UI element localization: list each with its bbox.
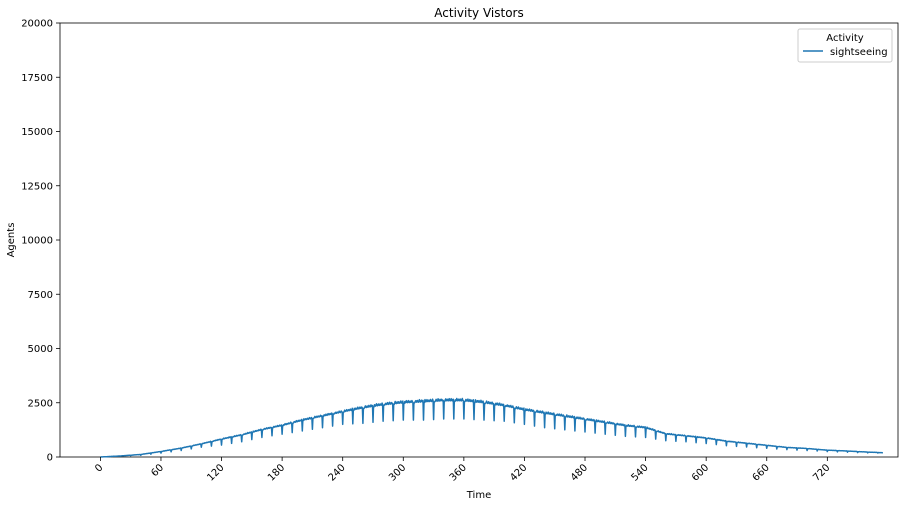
legend: Activity sightseeing [797, 28, 893, 63]
y-tick-label: 20000 [21, 19, 53, 30]
y-tick-label: 5000 [28, 344, 53, 355]
x-tick-label: 60 [149, 462, 166, 479]
x-tick-label: 720 [811, 462, 832, 483]
x-axis-label: Time [466, 490, 491, 501]
x-tick-label: 420 [508, 462, 529, 483]
series-layer [100, 397, 884, 458]
y-axis-ticks: 0 2500 5000 7500 10000 12500 15000 17500 20000 [21, 19, 60, 464]
x-tick-label: 360 [448, 462, 469, 483]
y-tick-label: 7500 [28, 290, 53, 301]
x-axis-ticks: 0 60 120 180 240 300 360 420 480 540 600 660 720 [93, 457, 832, 484]
x-tick-label: 660 [751, 462, 772, 483]
x-tick-label: 180 [266, 462, 287, 483]
plot-frame [59, 22, 899, 458]
y-tick-label: 12500 [21, 181, 53, 192]
legend-title: Activity [826, 33, 863, 44]
x-tick-label: 480 [569, 462, 590, 483]
plot-area: 0 2500 5000 7500 10000 12500 15000 17500 20000 0… [21, 19, 899, 484]
y-axis-label: Agents [6, 223, 17, 258]
legend-box [797, 28, 893, 63]
x-tick-label: 120 [205, 462, 226, 483]
chart-title: Activity Vistors [434, 6, 523, 20]
x-tick-label: 240 [327, 462, 348, 483]
series-line-sightseeing [100, 397, 884, 458]
y-tick-label: 2500 [28, 398, 53, 409]
x-tick-label: 300 [387, 462, 408, 483]
legend-label: sightseeing [830, 47, 888, 58]
x-tick-label: 600 [690, 462, 711, 483]
y-tick-label: 0 [47, 453, 53, 464]
x-tick-label: 540 [629, 462, 650, 483]
y-tick-label: 15000 [21, 127, 53, 138]
y-tick-label: 17500 [21, 73, 53, 84]
y-tick-label: 10000 [21, 236, 53, 247]
x-tick-label: 0 [93, 462, 105, 474]
